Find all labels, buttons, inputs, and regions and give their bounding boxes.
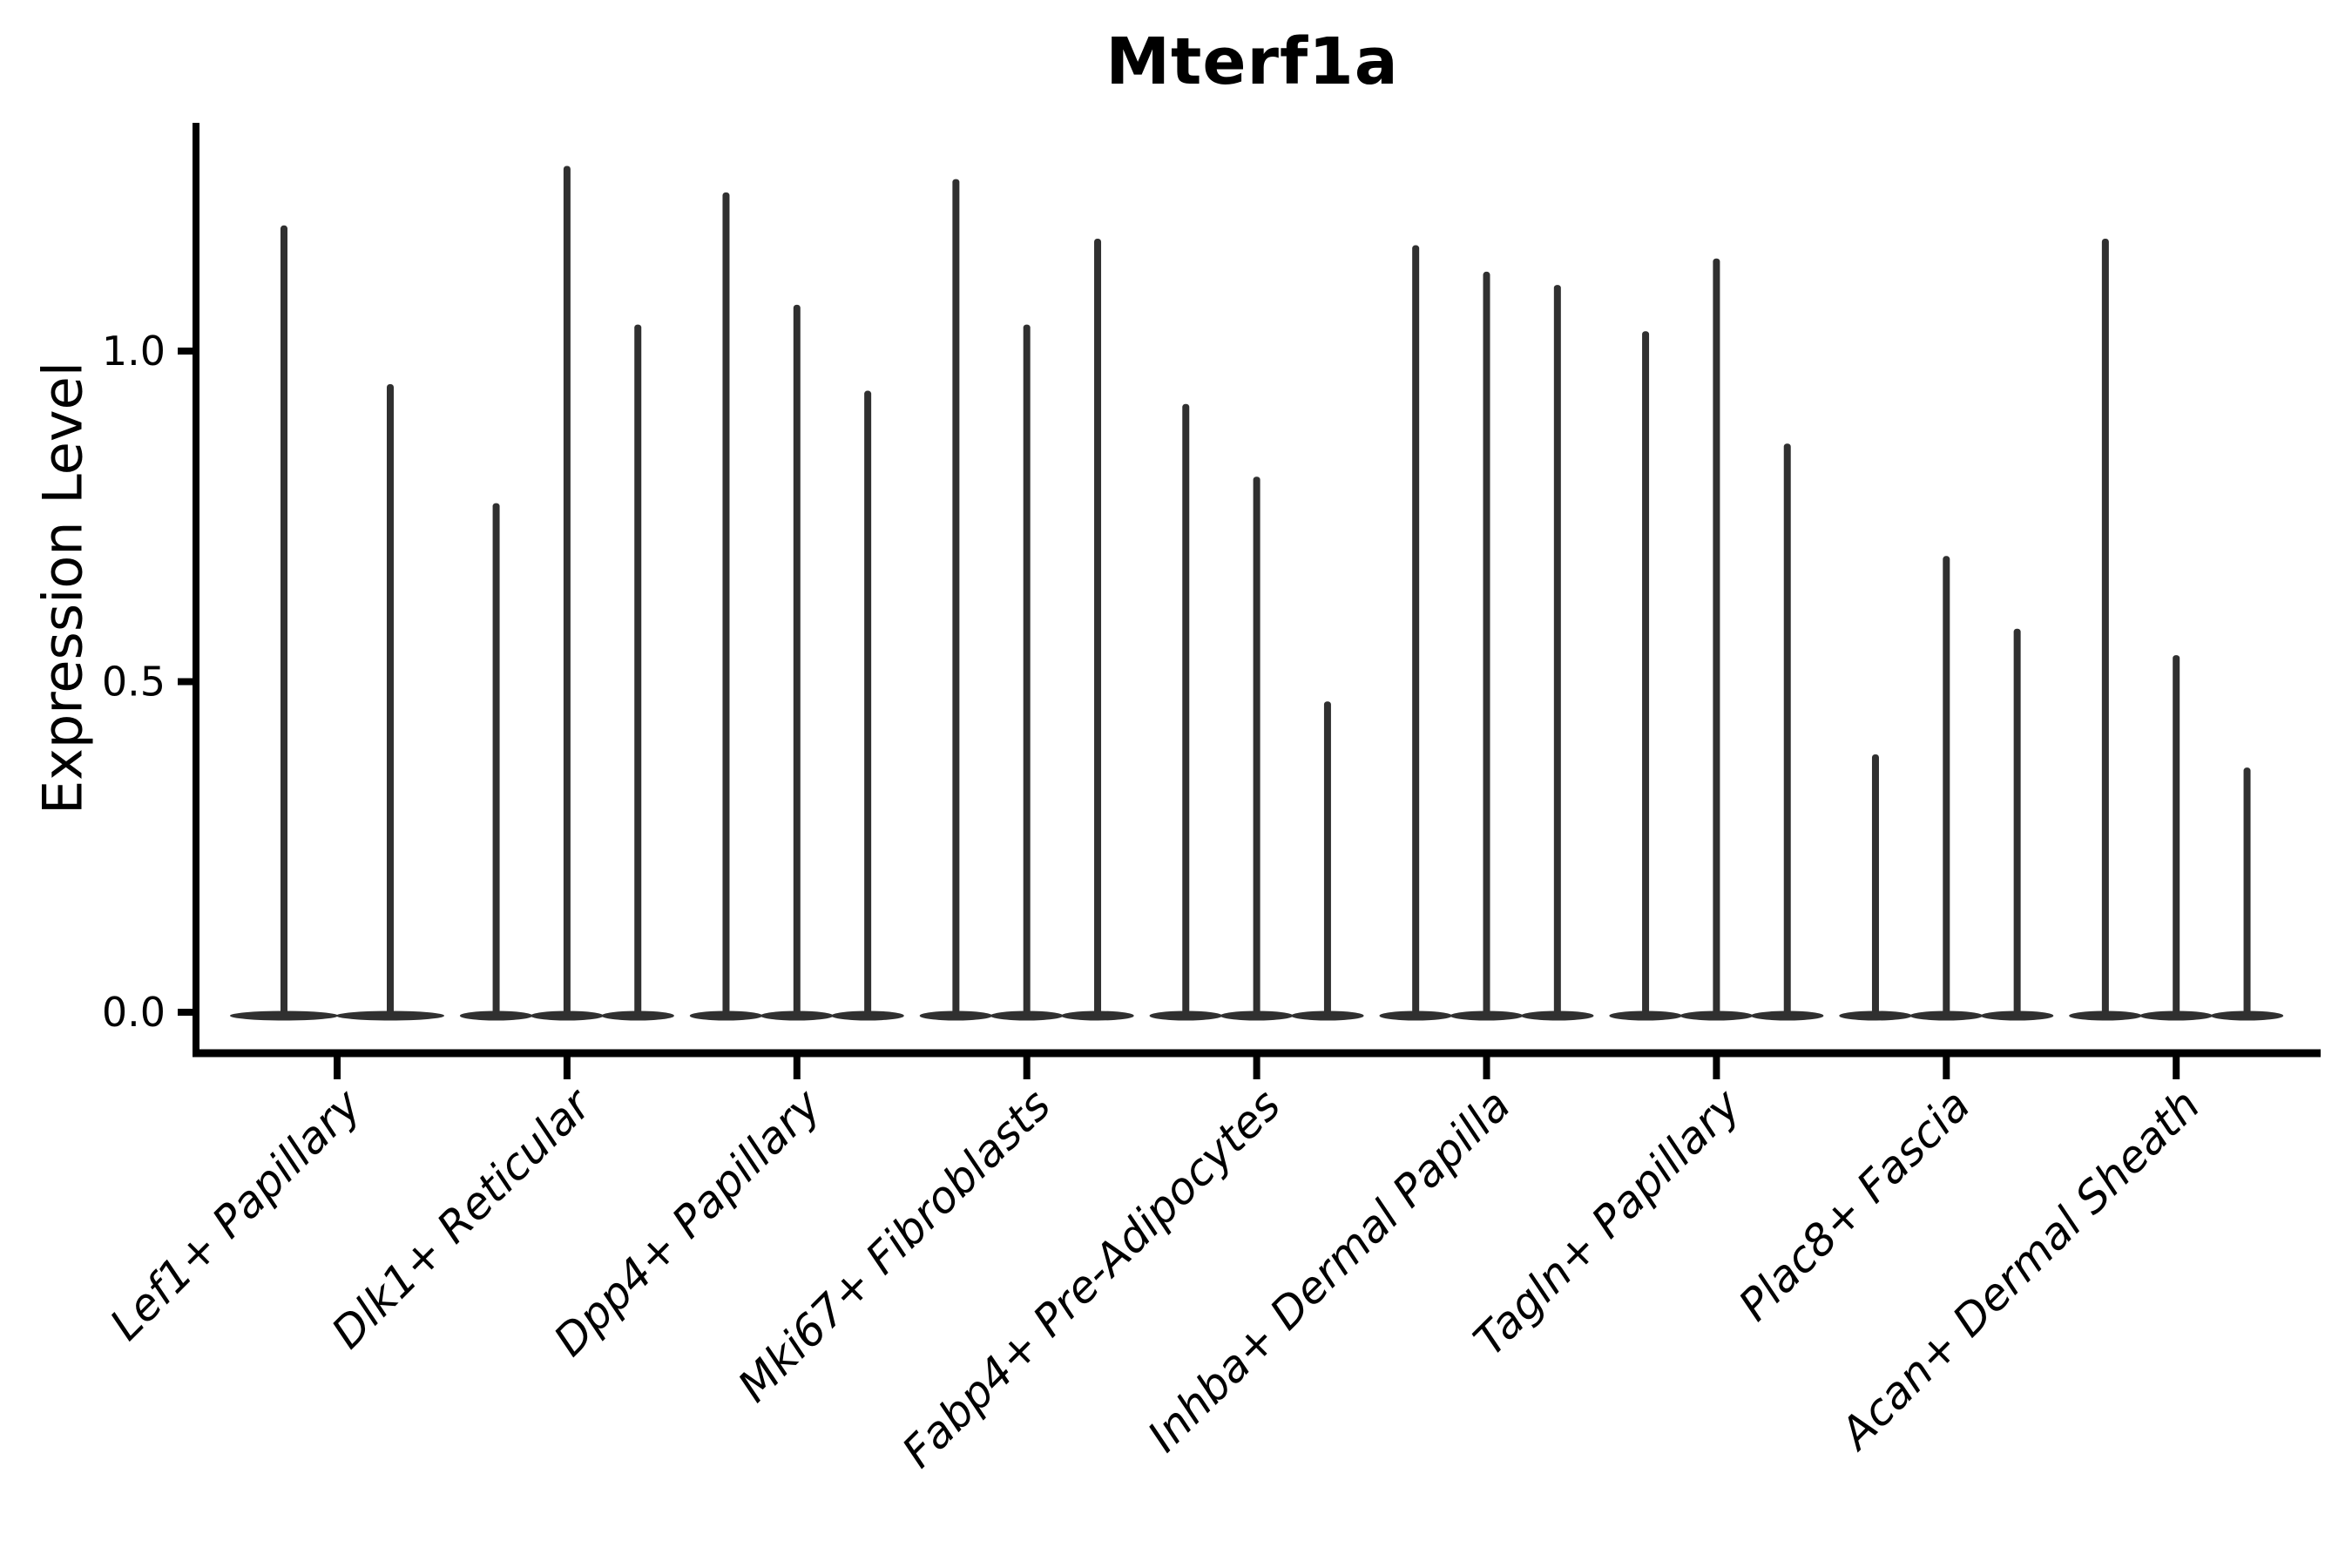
- x-tick: [1713, 1057, 1720, 1079]
- violin-spike: [1253, 476, 1260, 1016]
- x-tick: [563, 1057, 571, 1079]
- x-tick: [793, 1057, 801, 1079]
- x-tick-label: Inhba+ Dermal Papilla: [1139, 1079, 1520, 1461]
- y-tick: [178, 678, 193, 686]
- x-tick-label: Lef1+ Papillary: [100, 1078, 371, 1349]
- x-tick: [1483, 1057, 1490, 1079]
- x-tick: [1943, 1057, 1950, 1079]
- x-tick: [2173, 1057, 2180, 1079]
- violin-spike: [1412, 245, 1420, 1016]
- violin-spike: [952, 179, 960, 1016]
- y-tick: [178, 348, 193, 355]
- violin-spike: [1553, 285, 1561, 1017]
- violin-spike: [2013, 628, 2021, 1016]
- x-tick-label: Fabp4+ Pre-Adipocytes: [893, 1079, 1291, 1477]
- violin-spike: [1783, 443, 1791, 1016]
- y-axis-spine: [193, 123, 199, 1058]
- chart-title: Mterf1a: [1105, 24, 1399, 99]
- violin-spike: [634, 324, 642, 1016]
- y-tick-label: 0.5: [102, 659, 166, 706]
- y-tick-label: 0.0: [102, 989, 166, 1036]
- violin-spike: [1943, 556, 1950, 1016]
- violin-spike: [722, 192, 730, 1017]
- violin-spike: [1871, 754, 1879, 1016]
- y-tick: [178, 1009, 193, 1016]
- x-tick: [1023, 1057, 1031, 1079]
- violin-spike: [1023, 324, 1031, 1016]
- violin-spike: [1642, 331, 1650, 1017]
- violin-spike: [2243, 767, 2251, 1016]
- x-tick: [334, 1057, 341, 1079]
- violin-spike: [793, 304, 801, 1016]
- violin-spike: [2173, 655, 2180, 1016]
- x-tick-label: Plac8+ Fascia: [1729, 1079, 1980, 1330]
- violin-spike: [492, 503, 500, 1016]
- violin-spike: [563, 166, 571, 1017]
- violin-spike: [1323, 701, 1331, 1016]
- violin-spike: [2101, 238, 2109, 1017]
- violin-spike: [1713, 258, 1720, 1016]
- violin-spike: [1483, 271, 1490, 1016]
- x-tick: [1253, 1057, 1260, 1079]
- violin-spike: [864, 390, 872, 1016]
- violin-spike: [1182, 403, 1190, 1017]
- x-axis-spine: [193, 1049, 2321, 1058]
- violin-spike: [1094, 238, 1102, 1017]
- violin-spike: [387, 383, 394, 1016]
- violin-spike: [280, 225, 287, 1016]
- y-tick-label: 1.0: [102, 328, 166, 375]
